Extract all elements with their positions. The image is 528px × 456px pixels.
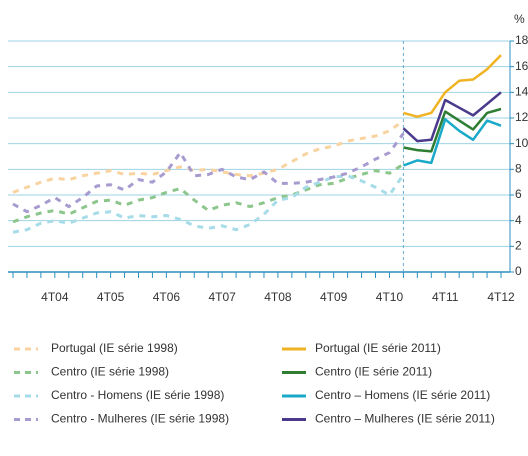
x-tick-label: 4T10 bbox=[376, 290, 404, 304]
legend-label: Centro (IE série 2011) bbox=[315, 365, 432, 379]
series-line bbox=[402, 91, 502, 143]
x-tick-label: 4T07 bbox=[208, 290, 236, 304]
legend-label: Centro - Homens (IE série 1998) bbox=[51, 388, 224, 402]
y-tick-label: 8 bbox=[515, 162, 522, 176]
y-tick-label: 14 bbox=[515, 85, 528, 99]
y-tick-label: 16 bbox=[515, 59, 528, 73]
series-line bbox=[403, 107, 502, 153]
series-line bbox=[12, 119, 405, 194]
x-tick-label: 4T09 bbox=[320, 290, 348, 304]
y-tick-label: 10 bbox=[515, 136, 528, 150]
legend-label: Portugal (IE série 2011) bbox=[315, 341, 441, 355]
series-line bbox=[402, 118, 502, 167]
x-tick-label: 4T05 bbox=[97, 290, 125, 304]
y-tick-label: 12 bbox=[515, 110, 528, 124]
legend-label: Centro – Homens (IE série 2011) bbox=[315, 388, 490, 402]
x-tick-label: 4T08 bbox=[264, 290, 292, 304]
y-tick-label: 2 bbox=[515, 239, 522, 253]
x-tick-label: 4T04 bbox=[41, 290, 69, 304]
x-tick-label: 4T11 bbox=[432, 290, 459, 304]
legend-label: Portugal (IE série 1998) bbox=[51, 341, 178, 355]
series-line bbox=[12, 132, 405, 214]
y-tick-label: 18 bbox=[515, 33, 528, 47]
y-axis-label: % bbox=[514, 12, 525, 26]
legend-label: Centro – Mulheres (IE série 2011) bbox=[315, 412, 495, 426]
series-line bbox=[12, 173, 405, 234]
y-tick-label: 6 bbox=[515, 187, 522, 201]
y-tick-label: 4 bbox=[515, 213, 522, 227]
legend-label: Centro - Mulheres (IE série 1998) bbox=[51, 412, 229, 426]
x-tick-label: 4T06 bbox=[153, 290, 181, 304]
legend-label: Centro (IE série 1998) bbox=[51, 365, 169, 379]
series-line bbox=[403, 54, 502, 118]
y-tick-label: 0 bbox=[515, 264, 522, 278]
x-tick-label: 4T12 bbox=[487, 290, 515, 304]
